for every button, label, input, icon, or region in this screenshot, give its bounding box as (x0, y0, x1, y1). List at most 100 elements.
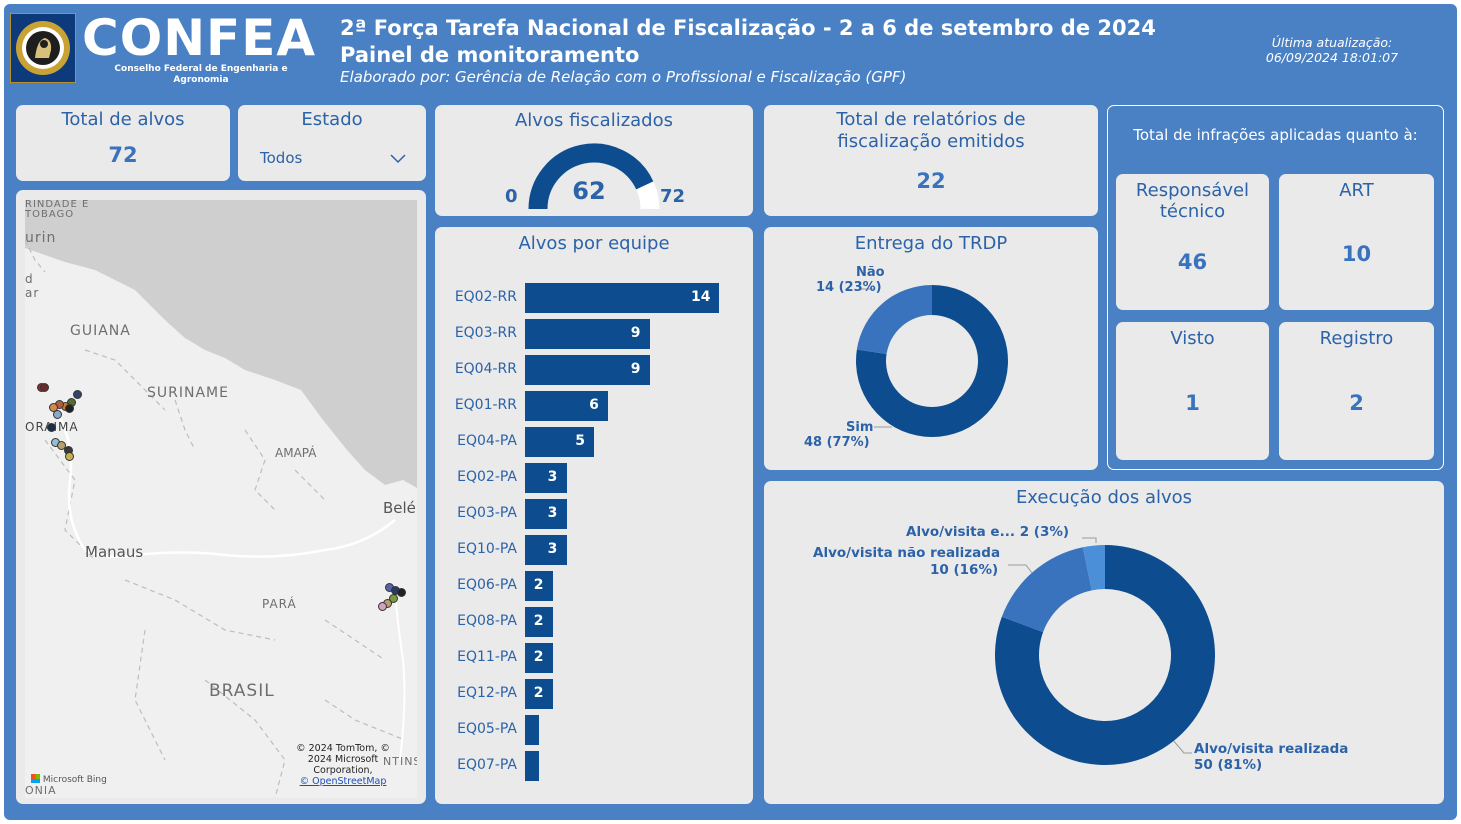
bar[interactable] (525, 751, 539, 781)
map-label-urin: urin (25, 230, 57, 246)
bar[interactable] (525, 607, 553, 637)
bar-category-label: EQ03-PA (457, 505, 517, 521)
author-note: Elaborado por: Gerência de Relação com o… (340, 68, 907, 86)
bar-value-label: 2 (533, 577, 544, 593)
infracao-responsavel-tecnico: Responsável técnico 46 (1116, 174, 1269, 310)
bar[interactable] (525, 643, 553, 673)
map-marker[interactable] (57, 441, 66, 450)
bar[interactable] (525, 391, 609, 421)
estado-dropdown[interactable]: Todos (258, 147, 408, 171)
bing-logo: Microsoft Bing (31, 774, 107, 785)
infracao-registro: Registro 2 (1279, 322, 1434, 460)
gauge-chart (528, 143, 660, 210)
bar-category-label: EQ03-RR (454, 325, 517, 341)
bar[interactable] (525, 679, 553, 709)
bar-row[interactable]: EQ02-RR 14 (435, 283, 753, 313)
bar-value-label: 9 (630, 361, 641, 377)
alvos-por-equipe-card: Alvos por equipe EQ02-RR 14 EQ03-RR 9 EQ04-R… (435, 227, 753, 804)
donut-slice[interactable] (995, 545, 1215, 765)
estado-filter-card: Estado Todos (238, 105, 426, 181)
infracao-label: ART (1339, 180, 1374, 201)
gauge-title: Alvos fiscalizados (514, 110, 674, 131)
map-label-amapa: AMAPÁ (275, 446, 317, 460)
bar-row[interactable]: EQ05-PA (435, 715, 753, 745)
bar-row[interactable]: EQ02-PA 3 (435, 463, 753, 493)
donut-slice[interactable] (856, 285, 1008, 437)
infracao-label: Visto (1170, 328, 1215, 349)
bar[interactable] (525, 355, 650, 385)
bar-category-label: EQ02-RR (454, 289, 517, 305)
updated-value: 06/09/2024 18:01:07 (1265, 50, 1399, 65)
bar[interactable] (525, 571, 553, 601)
bar-row[interactable]: EQ04-RR 9 (435, 355, 753, 385)
bar-row[interactable]: EQ08-PA 2 (435, 607, 753, 637)
map-marker[interactable] (40, 383, 49, 392)
bar[interactable] (525, 535, 567, 565)
total-alvos-label: Total de alvos (61, 109, 185, 130)
trdp-title: Entrega do TRDP (854, 233, 1008, 254)
donut-slice[interactable] (1082, 545, 1105, 591)
bar-row[interactable]: EQ07-PA (435, 751, 753, 781)
alvos-fiscalizados-card: Alvos fiscalizados 0 62 72 (435, 105, 753, 216)
map-marker[interactable] (53, 410, 62, 419)
infracao-value: 10 (1341, 242, 1372, 266)
bar-row[interactable]: EQ04-PA 5 (435, 427, 753, 457)
exec-value-nao: 10 (16%) (930, 562, 999, 578)
infracao-visto: Visto 1 (1116, 322, 1269, 460)
bar-value-label: 9 (630, 325, 641, 341)
bar-row[interactable]: EQ11-PA 2 (435, 643, 753, 673)
donut-slice[interactable] (1001, 547, 1092, 633)
osm-link[interactable]: © OpenStreetMap (299, 776, 387, 787)
bar-value-label: 14 (691, 289, 711, 305)
bing-windows-icon (31, 774, 40, 783)
exec-leader-other (1082, 537, 1097, 543)
trdp-donut-chart (856, 285, 1008, 437)
bar-row[interactable]: EQ12-PA 2 (435, 679, 753, 709)
bar-row[interactable]: EQ03-RR 9 (435, 319, 753, 349)
bar-row[interactable]: EQ10-PA 3 (435, 535, 753, 565)
bar[interactable] (525, 499, 567, 529)
bing-text: Microsoft Bing (42, 775, 107, 785)
infracao-art: ART 10 (1279, 174, 1434, 310)
entrega-trdp-card: Entrega do TRDP Não 14 (23%) Sim 48 (77%… (764, 227, 1098, 470)
map-marker[interactable] (389, 594, 398, 603)
gauge-max: 72 (660, 186, 686, 207)
map-attribution-text: © 2024 TomTom, © 2024 Microsoft Corporat… (296, 743, 390, 776)
bar[interactable] (525, 463, 567, 493)
infracao-value: 46 (1177, 250, 1208, 274)
bar[interactable] (525, 283, 719, 313)
estado-selected: Todos (260, 149, 303, 167)
map-marker[interactable] (65, 404, 74, 413)
map-marker[interactable] (378, 602, 387, 611)
map-marker[interactable] (397, 588, 406, 597)
bar-category-label: EQ06-PA (457, 577, 517, 593)
bar-category-label: EQ07-PA (457, 757, 517, 773)
map-marker[interactable] (65, 452, 74, 461)
exec-label-nao: Alvo/visita não realizada (813, 545, 1001, 561)
bar-category-label: EQ02-PA (457, 469, 517, 485)
bar-row[interactable]: EQ03-PA 3 (435, 499, 753, 529)
bar-row[interactable]: EQ01-RR 6 (435, 391, 753, 421)
bar-chart: EQ02-RR 14 EQ03-RR 9 EQ04-RR 9 EQ01-RR 6 EQ04-PA… (435, 283, 753, 783)
total-alvos-value: 72 (108, 143, 138, 167)
map-view[interactable]: RINDADE E TOBAGO urin d ar GUIANA SURINA… (25, 200, 417, 798)
map-marker[interactable] (47, 423, 56, 432)
estado-label: Estado (301, 109, 363, 130)
bar-row[interactable]: EQ06-PA 2 (435, 571, 753, 601)
infracao-label: Registro (1319, 328, 1394, 349)
donut-slice[interactable] (856, 285, 932, 355)
total-alvos-card: Total de alvos 72 (16, 105, 230, 181)
bar[interactable] (525, 319, 650, 349)
map-marker[interactable] (73, 390, 82, 399)
relatorios-label: Total de relatórios de fiscalização emit… (836, 109, 1026, 152)
map-label-ar: ar (25, 286, 40, 300)
bar[interactable] (525, 715, 539, 745)
trdp-label-sim: Sim (846, 420, 874, 435)
execucao-title: Execução dos alvos (1015, 487, 1193, 508)
bar[interactable] (525, 427, 595, 457)
map-label-brasil: BRASIL (209, 681, 275, 701)
infracoes-title: Total de infrações aplicadas quanto à: (1133, 126, 1418, 144)
bar-value-label: 2 (533, 649, 544, 665)
map-label-manaus: Manaus (85, 543, 144, 561)
bar-value-label: 3 (547, 541, 558, 557)
